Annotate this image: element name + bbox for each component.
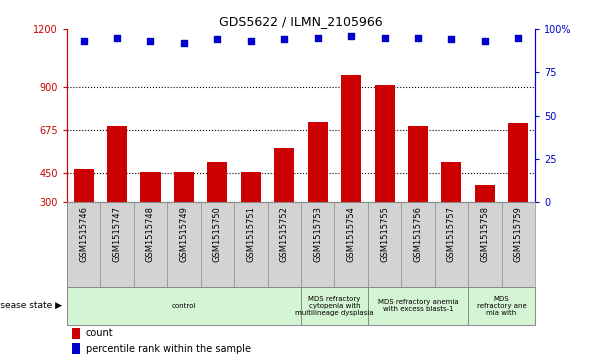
Bar <box>74 169 94 202</box>
Text: GSM1515750: GSM1515750 <box>213 206 222 262</box>
Bar <box>174 172 194 202</box>
Bar <box>508 123 528 202</box>
Bar <box>107 126 127 202</box>
Point <box>347 33 356 39</box>
Bar <box>408 126 428 202</box>
Text: GSM1515759: GSM1515759 <box>514 206 523 262</box>
Text: MDS refractory anemia
with excess blasts-1: MDS refractory anemia with excess blasts… <box>378 299 458 312</box>
Bar <box>274 148 294 202</box>
Text: disease state ▶: disease state ▶ <box>0 301 62 310</box>
Bar <box>341 75 361 202</box>
Bar <box>72 328 80 339</box>
Text: MDS
refractory ane
mia with: MDS refractory ane mia with <box>477 296 527 316</box>
Bar <box>207 162 227 202</box>
Point <box>446 37 456 42</box>
Point <box>279 37 289 42</box>
Bar <box>441 162 461 202</box>
Bar <box>468 286 535 325</box>
Text: GSM1515749: GSM1515749 <box>179 206 188 262</box>
Bar <box>67 286 301 325</box>
Point <box>313 35 322 41</box>
Bar <box>140 172 161 202</box>
Point <box>212 37 222 42</box>
Text: GSM1515748: GSM1515748 <box>146 206 155 262</box>
Text: GSM1515757: GSM1515757 <box>447 206 456 262</box>
Point <box>513 35 523 41</box>
Bar <box>72 343 80 354</box>
Point <box>145 38 155 44</box>
Text: GSM1515758: GSM1515758 <box>480 206 489 262</box>
Point <box>246 38 255 44</box>
Text: GSM1515752: GSM1515752 <box>280 206 289 262</box>
Text: GSM1515754: GSM1515754 <box>347 206 356 262</box>
Text: GSM1515751: GSM1515751 <box>246 206 255 262</box>
Point <box>179 40 188 46</box>
Point <box>78 38 89 44</box>
Text: GSM1515756: GSM1515756 <box>413 206 423 262</box>
Bar <box>301 286 368 325</box>
Text: GSM1515747: GSM1515747 <box>112 206 122 262</box>
Bar <box>308 122 328 202</box>
Point <box>112 35 122 41</box>
Text: GSM1515746: GSM1515746 <box>79 206 88 262</box>
Bar <box>241 172 261 202</box>
Text: count: count <box>86 328 113 338</box>
Bar <box>475 185 495 202</box>
Bar <box>368 286 468 325</box>
Text: MDS refractory
cytopenia with
multilineage dysplasia: MDS refractory cytopenia with multilinea… <box>295 296 374 316</box>
Text: percentile rank within the sample: percentile rank within the sample <box>86 344 250 354</box>
Text: GSM1515753: GSM1515753 <box>313 206 322 262</box>
Bar <box>375 85 395 202</box>
Point <box>379 35 389 41</box>
Point <box>480 38 490 44</box>
Text: control: control <box>171 303 196 309</box>
Text: GSM1515755: GSM1515755 <box>380 206 389 262</box>
Title: GDS5622 / ILMN_2105966: GDS5622 / ILMN_2105966 <box>219 15 383 28</box>
Point <box>413 35 423 41</box>
